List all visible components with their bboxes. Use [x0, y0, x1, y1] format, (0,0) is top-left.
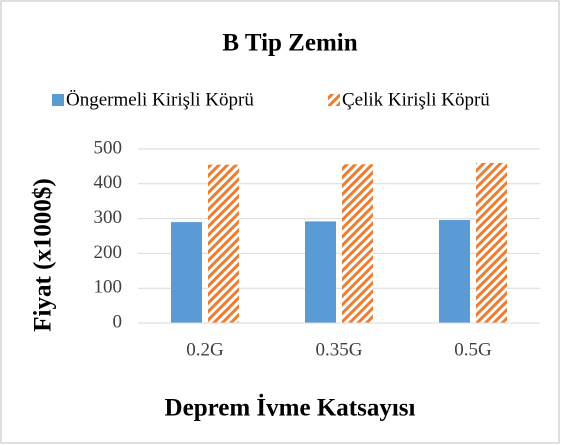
y-axis-title: Fiyat (x1000$)	[30, 178, 57, 331]
y-tick-label: 200	[94, 242, 123, 263]
legend-swatch	[52, 94, 64, 106]
bar	[439, 219, 470, 323]
y-tick-label: 500	[94, 137, 123, 158]
x-tick-label: 0.5G	[454, 339, 492, 360]
bar	[342, 164, 373, 323]
y-tick-label: 0	[113, 311, 123, 332]
bar	[305, 221, 336, 323]
bar	[208, 164, 239, 323]
legend-label: Öngermeli Kirişli Köprü	[66, 89, 254, 110]
x-tick-label: 0.2G	[186, 339, 224, 360]
x-axis-title: Deprem İvme Katsayısı	[165, 394, 416, 422]
x-tick-label: 0.35G	[316, 339, 363, 360]
bar	[171, 222, 202, 323]
y-tick-label: 100	[94, 277, 123, 298]
bar	[476, 162, 507, 323]
legend-label: Çelik Kirişli Köprü	[342, 89, 490, 110]
legend-swatch	[328, 94, 340, 106]
y-tick-label: 400	[94, 172, 123, 193]
y-tick-label: 300	[94, 207, 123, 228]
chart-title: B Tip Zemin	[222, 30, 357, 57]
